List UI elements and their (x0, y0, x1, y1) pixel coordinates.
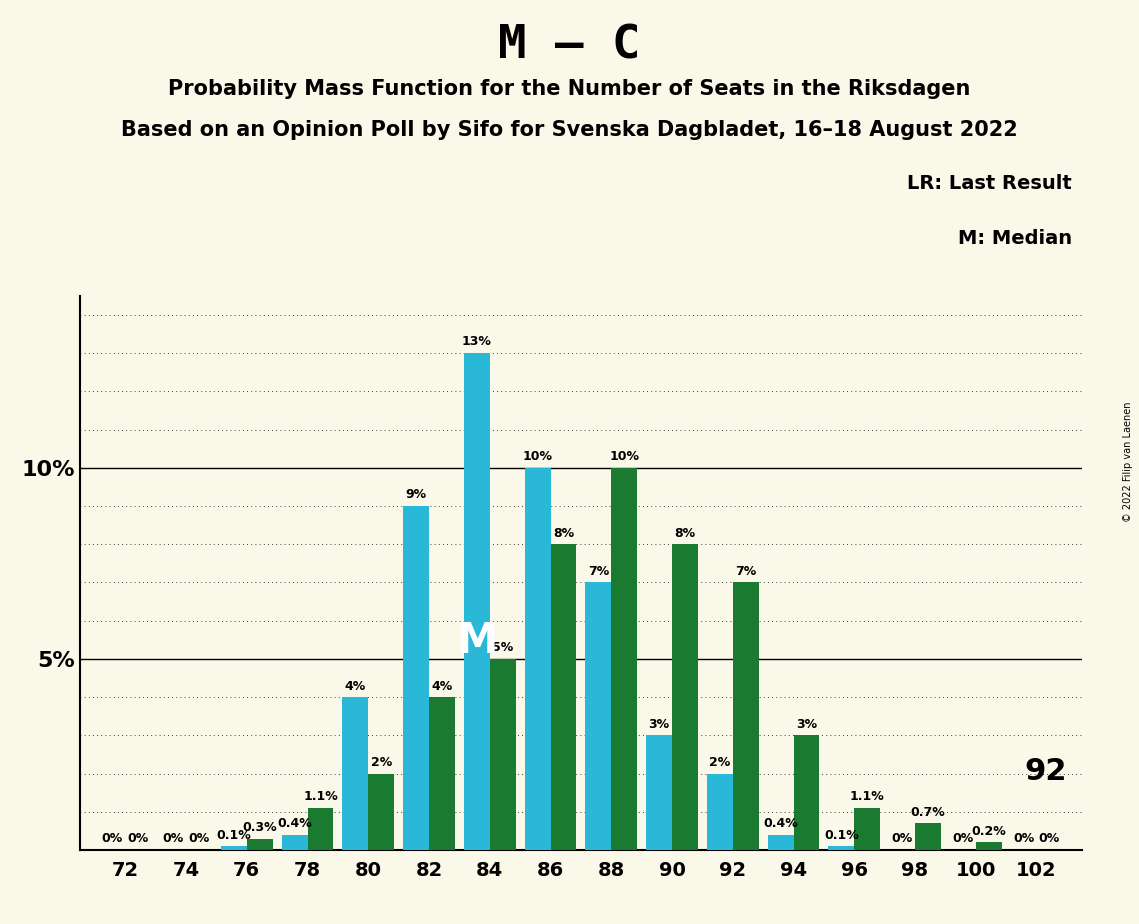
Bar (429, 697, 454, 850)
Text: 2%: 2% (370, 756, 392, 769)
Text: 7%: 7% (588, 565, 609, 578)
Bar (828, 846, 854, 850)
Bar (525, 468, 550, 850)
Bar (585, 582, 612, 850)
Bar (550, 544, 576, 850)
Text: 10%: 10% (609, 450, 639, 463)
Text: 1.1%: 1.1% (303, 790, 338, 804)
Text: 0.3%: 0.3% (243, 821, 277, 834)
Text: 92: 92 (1024, 758, 1067, 786)
Text: M: M (456, 620, 498, 663)
Text: 4%: 4% (432, 679, 452, 693)
Text: 5%: 5% (492, 641, 514, 654)
Text: 0.1%: 0.1% (823, 829, 859, 842)
Text: 0%: 0% (163, 833, 183, 845)
Text: 8%: 8% (552, 527, 574, 540)
Text: LR: Last Result: LR: Last Result (908, 174, 1072, 193)
Bar (247, 839, 272, 850)
Bar (464, 353, 490, 850)
Text: M: Median: M: Median (958, 229, 1072, 249)
Text: 3%: 3% (796, 718, 817, 731)
Bar (794, 736, 819, 850)
Text: 7%: 7% (735, 565, 756, 578)
Text: Probability Mass Function for the Number of Seats in the Riksdagen: Probability Mass Function for the Number… (169, 79, 970, 99)
Text: 8%: 8% (674, 527, 696, 540)
Bar (976, 843, 1001, 850)
Bar (490, 659, 516, 850)
Bar (672, 544, 698, 850)
Text: 0.4%: 0.4% (277, 817, 312, 830)
Bar (308, 808, 334, 850)
Text: 0%: 0% (101, 833, 123, 845)
Text: © 2022 Filip van Laenen: © 2022 Filip van Laenen (1123, 402, 1133, 522)
Text: 0%: 0% (188, 833, 210, 845)
Bar (646, 736, 672, 850)
Text: 0%: 0% (952, 833, 974, 845)
Text: 0.2%: 0.2% (972, 825, 1006, 838)
Bar (768, 834, 794, 850)
Bar (732, 582, 759, 850)
Bar (281, 834, 308, 850)
Text: M – C: M – C (498, 23, 641, 68)
Text: 0%: 0% (1039, 833, 1060, 845)
Bar (612, 468, 637, 850)
Text: 3%: 3% (648, 718, 670, 731)
Text: 1.1%: 1.1% (850, 790, 885, 804)
Text: 10%: 10% (523, 450, 552, 463)
Text: 0%: 0% (892, 833, 912, 845)
Text: Based on an Opinion Poll by Sifo for Svenska Dagbladet, 16–18 August 2022: Based on an Opinion Poll by Sifo for Sve… (121, 120, 1018, 140)
Text: 2%: 2% (710, 756, 730, 769)
Text: 9%: 9% (405, 489, 427, 502)
Bar (915, 823, 941, 850)
Bar (368, 773, 394, 850)
Text: 0%: 0% (128, 833, 149, 845)
Text: 0.1%: 0.1% (216, 829, 252, 842)
Bar (403, 506, 429, 850)
Bar (221, 846, 247, 850)
Bar (707, 773, 732, 850)
Text: 4%: 4% (345, 679, 366, 693)
Bar (854, 808, 880, 850)
Bar (343, 697, 368, 850)
Text: 0%: 0% (1013, 833, 1034, 845)
Text: 0.7%: 0.7% (910, 806, 945, 819)
Text: 0.4%: 0.4% (763, 817, 798, 830)
Text: 13%: 13% (462, 335, 492, 348)
